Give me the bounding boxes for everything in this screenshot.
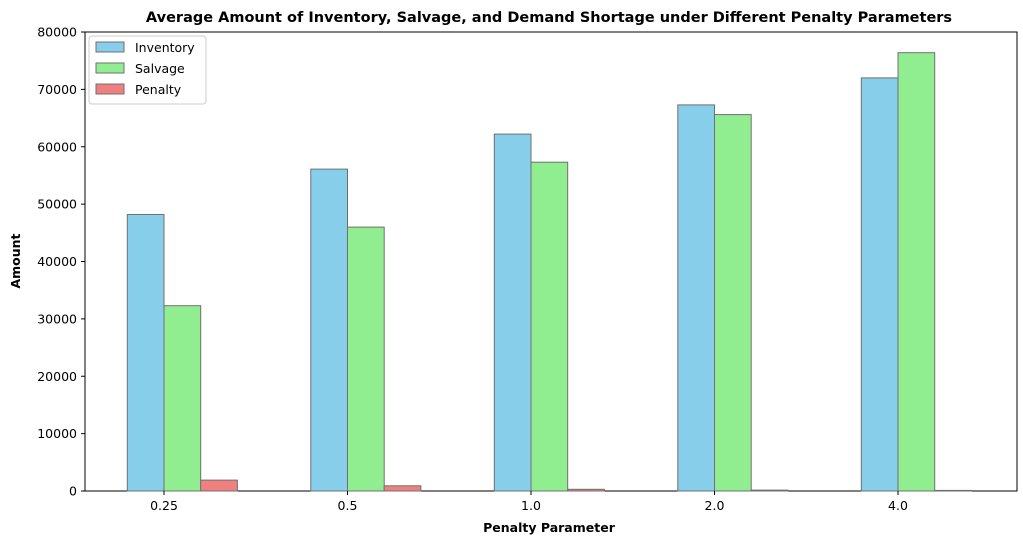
legend-label-penalty: Penalty: [135, 82, 182, 97]
bar-inventory-1.0: [493, 133, 532, 492]
y-axis-label: Amount: [8, 233, 23, 288]
x-axis: 0.25 0.5 1.0 2.0 4.0: [150, 491, 908, 513]
legend-label-inventory: Inventory: [135, 40, 195, 55]
bar-penalty-0.25: [200, 479, 238, 492]
bars-group: [126, 52, 972, 492]
legend: Inventory Salvage Penalty: [88, 35, 207, 105]
chart-title: Average Amount of Inventory, Salvage, an…: [146, 10, 952, 26]
x-tick-label: 2.0: [705, 498, 725, 513]
legend-swatch-inventory: [95, 41, 125, 53]
y-tick-label: 70000: [37, 82, 77, 97]
x-tick-label: 0.5: [338, 498, 358, 513]
y-tick-label: 10000: [37, 426, 77, 441]
legend-swatch-salvage: [95, 62, 125, 74]
bar-salvage-2.0: [714, 114, 752, 492]
y-tick-label: 40000: [37, 254, 77, 269]
bar-inventory-4.0: [860, 77, 899, 492]
x-axis-label: Penalty Parameter: [483, 520, 616, 535]
bar-penalty-0.5: [383, 485, 422, 492]
bar-salvage-1.0: [530, 161, 569, 492]
legend-swatch-penalty: [95, 83, 125, 95]
y-tick-label: 30000: [37, 311, 77, 326]
legend-label-salvage: Salvage: [135, 61, 185, 76]
bar-inventory-0.5: [310, 168, 348, 492]
bar-inventory-0.25: [126, 214, 165, 492]
x-tick-label: 4.0: [888, 498, 908, 513]
y-tick-label: 50000: [37, 197, 77, 212]
bar-salvage-4.0: [897, 52, 936, 492]
bar-salvage-0.5: [347, 226, 385, 492]
y-axis: 0 10000 20000 30000 40000 50000 60000 70000 8000…: [37, 25, 85, 499]
bar-penalty-4.0: [934, 489, 972, 492]
bar-penalty-1.0: [567, 488, 605, 492]
y-tick-label: 20000: [37, 369, 77, 384]
x-tick-label: 0.25: [150, 498, 178, 513]
x-tick-label: 1.0: [521, 498, 541, 513]
y-tick-label: 80000: [37, 25, 77, 40]
y-tick-label: 60000: [37, 139, 77, 154]
bar-salvage-0.25: [163, 305, 202, 492]
y-tick-label: 0: [69, 484, 77, 499]
bar-penalty-2.0: [750, 489, 789, 492]
bar-inventory-2.0: [677, 104, 715, 492]
